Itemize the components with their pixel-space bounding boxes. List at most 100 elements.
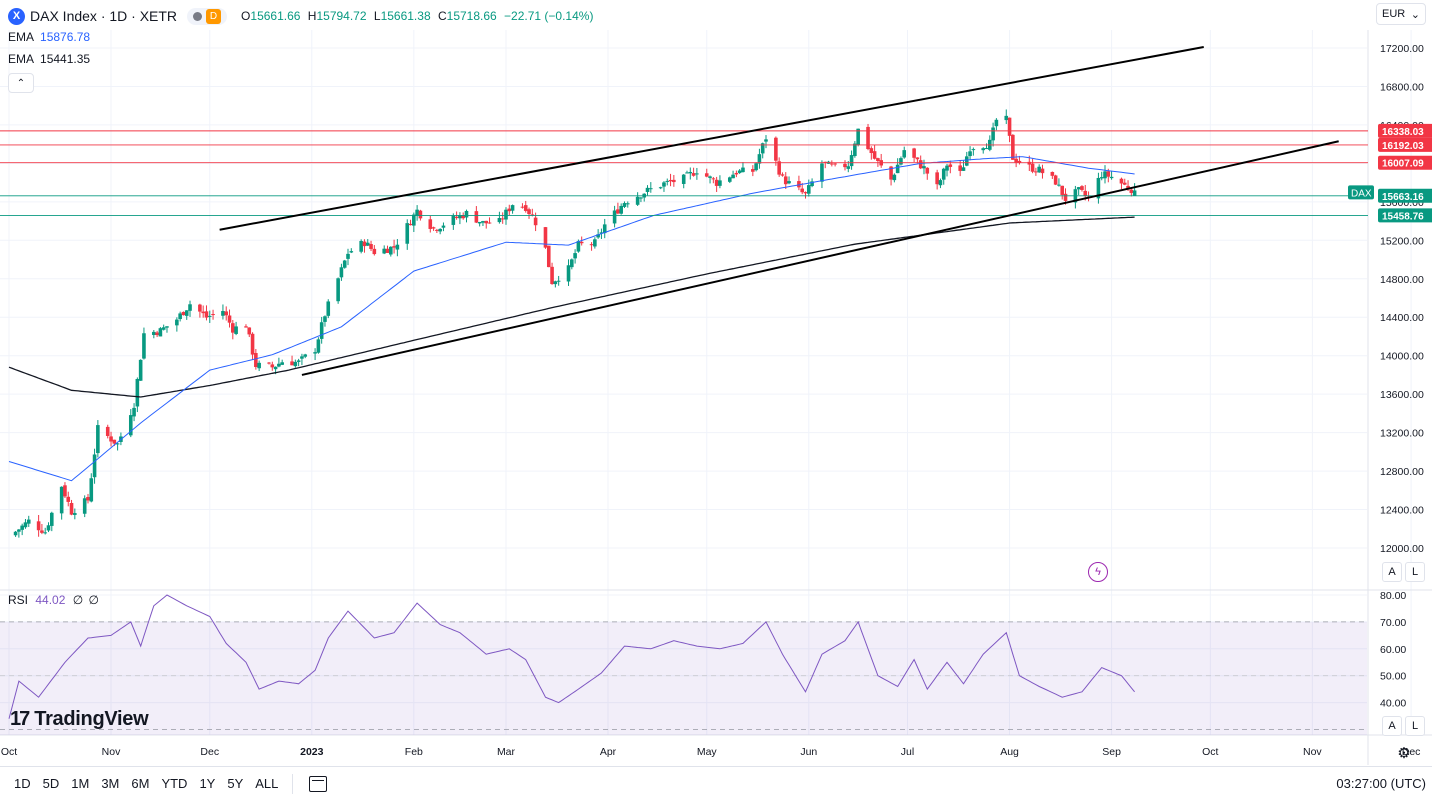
candle-body: [105, 426, 110, 436]
candle-body: [388, 246, 393, 255]
candle-body: [968, 151, 972, 157]
candle-body: [316, 339, 321, 353]
candle-body: [639, 197, 643, 199]
candle-body: [1106, 171, 1111, 177]
timeframe-ytd[interactable]: YTD: [161, 776, 188, 791]
rsi-auto-scale-button[interactable]: A: [1382, 716, 1402, 736]
candle-body: [938, 180, 943, 186]
candle-body: [711, 178, 716, 180]
candle-body: [1132, 190, 1137, 196]
settings-gear-icon[interactable]: ⚙: [1397, 745, 1411, 762]
candle-body: [553, 281, 558, 285]
timeframe-6m[interactable]: 6M: [131, 776, 150, 791]
candle-body: [619, 205, 623, 214]
open-value: 15661.66: [250, 9, 301, 23]
candle-body: [86, 496, 90, 501]
time-tick-label: Dec: [1402, 746, 1421, 758]
market-status[interactable]: D: [187, 7, 228, 25]
log-scale-button[interactable]: L: [1405, 562, 1425, 582]
candle-body: [13, 531, 18, 536]
close-value: 15718.66: [446, 9, 497, 23]
change-value: −22.71 (−0.14%): [504, 9, 594, 23]
candle-body: [82, 498, 87, 514]
time-tick-label: Oct: [1202, 746, 1218, 758]
candle-body: [520, 206, 525, 208]
candle-body: [1099, 177, 1104, 179]
timeframe-1y[interactable]: 1Y: [199, 776, 216, 791]
candle-body: [438, 228, 442, 232]
indicator-ema-slow[interactable]: EMA 15441.35: [8, 52, 90, 66]
tradingview-logo[interactable]: 17 TradingView: [10, 708, 149, 731]
grid-lines: [0, 30, 1412, 735]
timeframe-5d[interactable]: 5D: [42, 776, 60, 791]
timeframe-1m[interactable]: 1M: [71, 776, 90, 791]
candle-body: [365, 242, 370, 246]
candle-body: [201, 311, 205, 314]
event-lightning-icon[interactable]: ϟ: [1088, 562, 1108, 582]
timeframe-1d[interactable]: 1D: [14, 776, 31, 791]
rsi-band: [0, 621, 1367, 735]
candle-body: [481, 221, 485, 223]
calendar-icon[interactable]: [309, 775, 328, 792]
candle-body: [958, 165, 962, 171]
currency-select[interactable]: EUR ⌄: [1376, 3, 1426, 25]
candle-body: [895, 164, 900, 174]
price-tick-label: 12800.00: [1380, 466, 1424, 478]
indicator-name: EMA: [8, 52, 35, 66]
ema-slow-line: [8, 216, 1135, 398]
candle-body: [964, 156, 969, 166]
candle-body: [543, 227, 548, 248]
candle-body: [26, 519, 31, 524]
candle-body: [780, 174, 785, 176]
candle-body: [777, 161, 781, 175]
level-tag-label: 16007.09: [1382, 159, 1424, 170]
candle-body: [734, 172, 739, 175]
candle-body: [714, 179, 719, 186]
level-tag-label: 16338.03: [1382, 127, 1424, 138]
candle-body: [922, 166, 926, 169]
candle-body: [435, 229, 439, 231]
collapse-legend-button[interactable]: ⌃: [8, 73, 34, 93]
candle-body: [994, 119, 999, 127]
candle-body: [570, 259, 574, 268]
timeframe-3m[interactable]: 3M: [101, 776, 120, 791]
price-tick-label: 14800.00: [1380, 274, 1424, 286]
timeframe-all[interactable]: ALL: [255, 776, 279, 791]
symbol-title[interactable]: DAX Index · 1D · XETR: [30, 8, 178, 24]
candle-body: [49, 512, 54, 526]
candle-body: [418, 210, 423, 219]
candle-body: [533, 217, 538, 226]
candle-body: [395, 244, 400, 250]
price-axis: 12000.00 12400.00 12800.00 13200.00 13600.00…: [1348, 43, 1432, 555]
time-tick-label: May: [697, 746, 718, 758]
level-tag: [1378, 188, 1432, 203]
time-tick-label: Sep: [1102, 746, 1121, 758]
timeframe-5y[interactable]: 5Y: [227, 776, 244, 791]
utc-clock[interactable]: 03:27:00 (UTC): [1336, 776, 1426, 791]
candle-body: [718, 180, 722, 186]
candle-body: [708, 176, 712, 178]
candle-body: [17, 529, 21, 532]
indicator-ema-fast[interactable]: EMA 15876.78: [8, 30, 90, 44]
candle-body: [935, 172, 939, 185]
time-tick-label: Nov: [1303, 746, 1322, 758]
candle-body: [1080, 186, 1084, 190]
candle-body: [359, 240, 363, 252]
auto-scale-button[interactable]: A: [1382, 562, 1402, 582]
symbol-header: X DAX Index · 1D · XETR D O15661.66 H157…: [8, 6, 597, 26]
candle-body: [428, 219, 433, 229]
rsi-legend[interactable]: RSI 44.02 ∅ ∅: [8, 593, 99, 607]
rsi-tick-label: 50.00: [1380, 671, 1406, 683]
candle-body: [751, 169, 755, 172]
candle-body: [1017, 160, 1022, 163]
candle-body: [984, 148, 989, 150]
rsi-tick-label: 60.00: [1380, 644, 1406, 656]
candle-body: [645, 187, 650, 192]
rsi-log-scale-button[interactable]: L: [1405, 716, 1425, 736]
candle-body: [830, 163, 834, 165]
candle-body: [843, 163, 847, 168]
tradingview-wordmark: TradingView: [34, 708, 149, 730]
candle-body: [1122, 182, 1127, 185]
candle-body: [254, 353, 258, 367]
